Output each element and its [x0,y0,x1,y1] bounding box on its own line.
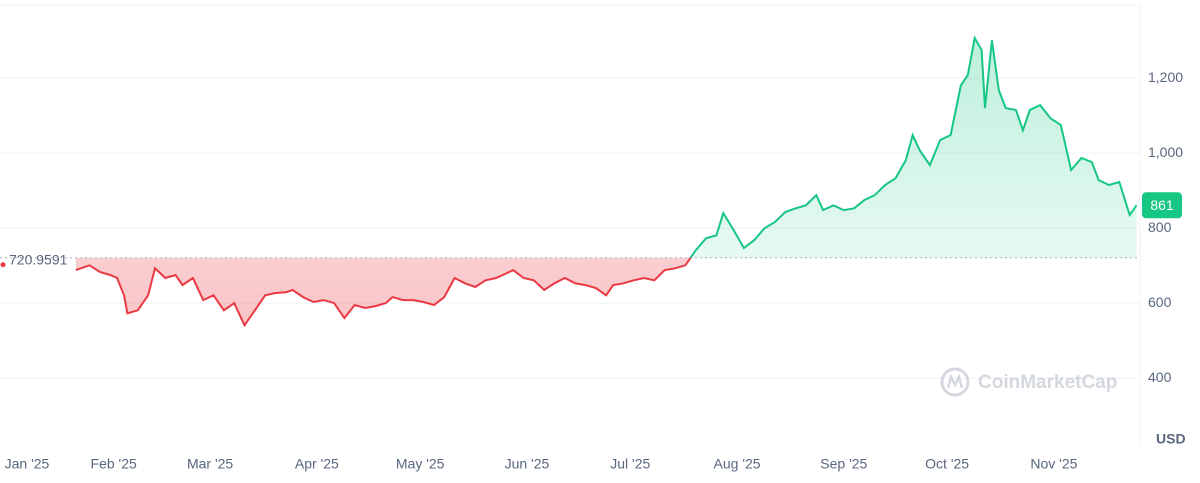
watermark-text: CoinMarketCap [978,372,1117,393]
x-tick-label: Feb '25 [91,456,137,472]
x-tick-label: Mar '25 [187,456,233,472]
watermark: CoinMarketCap [940,367,1117,397]
x-tick-label: Aug '25 [714,456,761,472]
price-line-down [75,257,692,328]
y-tick-label: 1,200 [1148,69,1183,85]
x-tick-label: Nov '25 [1030,456,1077,472]
x-tick-label: Apr '25 [295,456,339,472]
y-tick-label: 800 [1148,219,1172,235]
x-tick-label: Jan '25 [5,456,50,472]
x-tick-label: May '25 [396,456,445,472]
area-up [75,38,1137,258]
currency-label: USD [1156,431,1186,447]
price-badge [1142,192,1182,219]
y-tick-label: 1,000 [1148,144,1183,160]
x-tick-label: Sep '25 [820,456,867,472]
y-tick-label: 600 [1148,294,1172,310]
area-down [75,257,691,326]
x-tick-label: Jun '25 [505,456,550,472]
price-line-up [689,35,1138,258]
baseline-marker [0,262,6,268]
price-badge-label: 861 [1150,197,1174,213]
y-tick-label: 400 [1148,369,1172,385]
baseline-label: 720.9591 [9,251,68,267]
x-tick-label: Oct '25 [925,456,969,472]
x-tick-label: Jul '25 [610,456,650,472]
